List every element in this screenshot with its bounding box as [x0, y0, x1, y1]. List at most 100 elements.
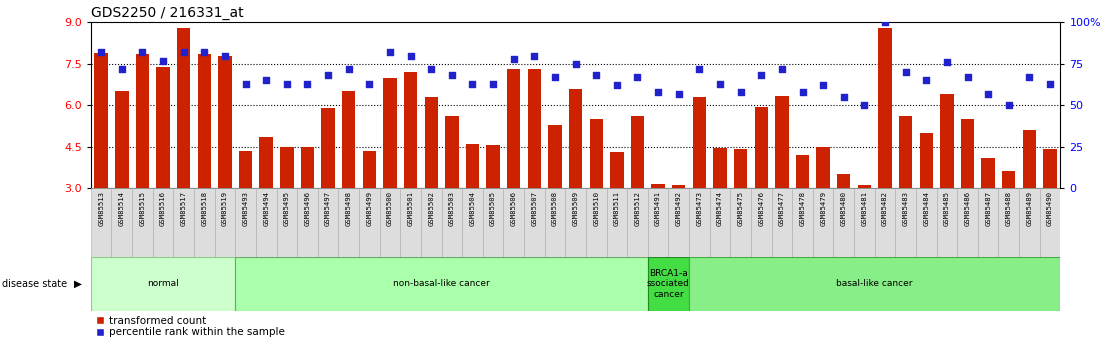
Text: GSM85487: GSM85487 — [985, 191, 992, 226]
Bar — [235, 188, 256, 257]
Bar — [589, 119, 603, 188]
Bar — [112, 188, 132, 257]
Text: GSM85482: GSM85482 — [882, 191, 888, 226]
Text: GSM85476: GSM85476 — [758, 191, 765, 226]
Text: GSM85483: GSM85483 — [903, 191, 909, 226]
Bar — [751, 188, 771, 257]
Bar — [1039, 188, 1060, 257]
Point — [917, 78, 935, 83]
Bar — [673, 185, 686, 188]
Bar — [424, 97, 438, 188]
Text: GSM85499: GSM85499 — [367, 191, 372, 226]
Point — [175, 49, 193, 55]
Bar — [611, 152, 624, 188]
Bar — [280, 147, 294, 188]
Bar — [648, 257, 689, 310]
Bar — [486, 145, 500, 188]
Bar — [445, 116, 459, 188]
Point — [814, 82, 832, 88]
Bar — [771, 188, 792, 257]
Bar — [833, 188, 854, 257]
Text: non-basal-like cancer: non-basal-like cancer — [393, 279, 490, 288]
Text: GSM85506: GSM85506 — [511, 191, 516, 226]
Bar — [507, 69, 521, 188]
Text: GSM85474: GSM85474 — [717, 191, 724, 226]
Point — [566, 61, 585, 67]
Bar — [524, 188, 545, 257]
Bar — [91, 257, 235, 310]
Text: GSM85488: GSM85488 — [1006, 191, 1012, 226]
Bar — [689, 257, 1060, 310]
Bar — [586, 188, 606, 257]
Text: GSM85519: GSM85519 — [222, 191, 228, 226]
Bar — [259, 137, 273, 188]
Point — [752, 73, 770, 78]
Bar — [215, 188, 235, 257]
Bar — [627, 188, 648, 257]
Text: GSM85497: GSM85497 — [325, 191, 331, 226]
Bar — [115, 91, 129, 188]
Point — [237, 81, 255, 87]
Point — [546, 74, 564, 80]
Text: GSM85484: GSM85484 — [923, 191, 930, 226]
Bar — [837, 174, 851, 188]
Text: GSM85478: GSM85478 — [800, 191, 806, 226]
Text: GSM85514: GSM85514 — [119, 191, 125, 226]
Bar — [879, 28, 892, 188]
Point — [360, 81, 378, 87]
Bar — [338, 188, 359, 257]
Point — [999, 102, 1017, 108]
Bar — [94, 53, 107, 188]
Point — [628, 74, 646, 80]
Bar — [421, 188, 441, 257]
Bar — [1023, 130, 1036, 188]
Bar — [817, 147, 830, 188]
Point — [896, 69, 914, 75]
Point — [1020, 74, 1038, 80]
Bar — [156, 67, 170, 188]
Point — [463, 81, 481, 87]
Point — [319, 73, 337, 78]
Bar — [297, 188, 318, 257]
Bar — [441, 188, 462, 257]
Bar — [218, 56, 232, 188]
Bar — [755, 107, 768, 188]
Bar — [318, 188, 338, 257]
Bar — [404, 72, 418, 188]
Bar — [916, 188, 936, 257]
Text: GSM85501: GSM85501 — [408, 191, 413, 226]
Text: GSM85489: GSM85489 — [1026, 191, 1033, 226]
Bar — [173, 188, 194, 257]
Bar — [776, 96, 789, 188]
Text: GSM85486: GSM85486 — [965, 191, 971, 226]
Bar — [895, 188, 916, 257]
Bar — [545, 188, 565, 257]
Bar — [733, 149, 747, 188]
Bar — [936, 188, 957, 257]
Text: GSM85494: GSM85494 — [264, 191, 269, 226]
Text: GSM85513: GSM85513 — [99, 191, 104, 226]
Text: GSM85505: GSM85505 — [490, 191, 496, 226]
Bar — [668, 188, 689, 257]
Text: GSM85511: GSM85511 — [614, 191, 619, 226]
Text: GSM85498: GSM85498 — [346, 191, 351, 226]
Point — [1042, 81, 1059, 87]
Point — [113, 66, 131, 71]
Bar — [239, 151, 253, 188]
Bar — [380, 188, 400, 257]
Bar — [503, 188, 524, 257]
Text: GSM85479: GSM85479 — [820, 191, 827, 226]
Bar — [300, 147, 315, 188]
Text: GSM85518: GSM85518 — [202, 191, 207, 226]
Text: GSM85508: GSM85508 — [552, 191, 558, 226]
Bar — [858, 185, 871, 188]
Bar — [400, 188, 421, 257]
Point — [340, 66, 358, 71]
Bar — [132, 188, 153, 257]
Point — [670, 91, 688, 96]
Bar — [194, 188, 215, 257]
Bar — [854, 188, 874, 257]
Point — [402, 53, 420, 58]
Text: normal: normal — [147, 279, 178, 288]
Bar — [462, 188, 483, 257]
